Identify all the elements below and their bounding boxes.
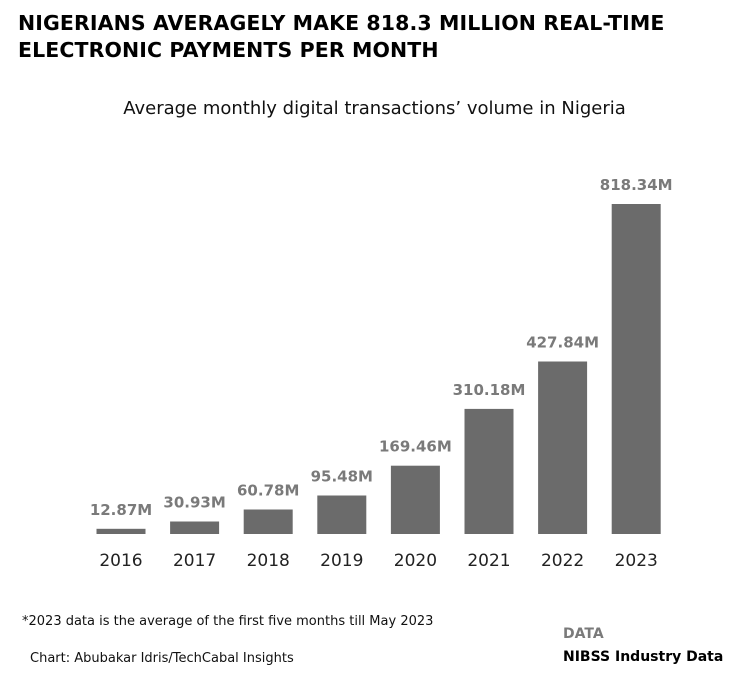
value-label-2022: 427.84M xyxy=(526,334,599,352)
headline: NIGERIANS AVERAGELY MAKE 818.3 MILLION R… xyxy=(18,11,665,62)
category-labels-group: 2016 2017 2018 2019 2020 2021 2022 2023 xyxy=(99,551,657,571)
category-label-2017: 2017 xyxy=(173,551,216,571)
chart-credit: Chart: Abubakar Idris/TechCabal Insights xyxy=(30,651,294,666)
value-label-2021: 310.18M xyxy=(453,381,526,399)
category-label-2019: 2019 xyxy=(320,551,363,571)
category-label-2022: 2022 xyxy=(541,551,584,571)
bars-group xyxy=(96,204,661,534)
category-label-2021: 2021 xyxy=(467,551,510,571)
bar-chart: 12.87M 30.93M 60.78M 95.48M 169.46M 310.18M 42… xyxy=(90,176,673,571)
value-label-2020: 169.46M xyxy=(379,438,452,456)
category-label-2016: 2016 xyxy=(99,551,142,571)
category-label-2020: 2020 xyxy=(394,551,437,571)
footnote: *2023 data is the average of the first f… xyxy=(22,614,434,629)
category-label-2023: 2023 xyxy=(615,551,658,571)
bar-2023 xyxy=(611,204,661,534)
value-label-2017: 30.93M xyxy=(163,494,225,512)
category-label-2018: 2018 xyxy=(247,551,290,571)
bar-2016 xyxy=(96,528,146,534)
bar-2021 xyxy=(464,408,514,534)
source-value: NIBSS Industry Data xyxy=(563,649,724,665)
value-labels-group: 12.87M 30.93M 60.78M 95.48M 169.46M 310.18M 42… xyxy=(90,176,673,519)
value-label-2019: 95.48M xyxy=(311,468,373,486)
source-label: DATA xyxy=(563,626,604,642)
bar-2022 xyxy=(538,361,588,534)
value-label-2023: 818.34M xyxy=(600,176,673,194)
bar-2017 xyxy=(170,521,220,534)
chart-title: Average monthly digital transactions’ vo… xyxy=(123,98,626,119)
bar-2020 xyxy=(390,465,440,534)
value-label-2016: 12.87M xyxy=(90,501,152,519)
bar-2019 xyxy=(317,495,367,534)
value-label-2018: 60.78M xyxy=(237,482,299,500)
bar-2018 xyxy=(243,509,293,534)
